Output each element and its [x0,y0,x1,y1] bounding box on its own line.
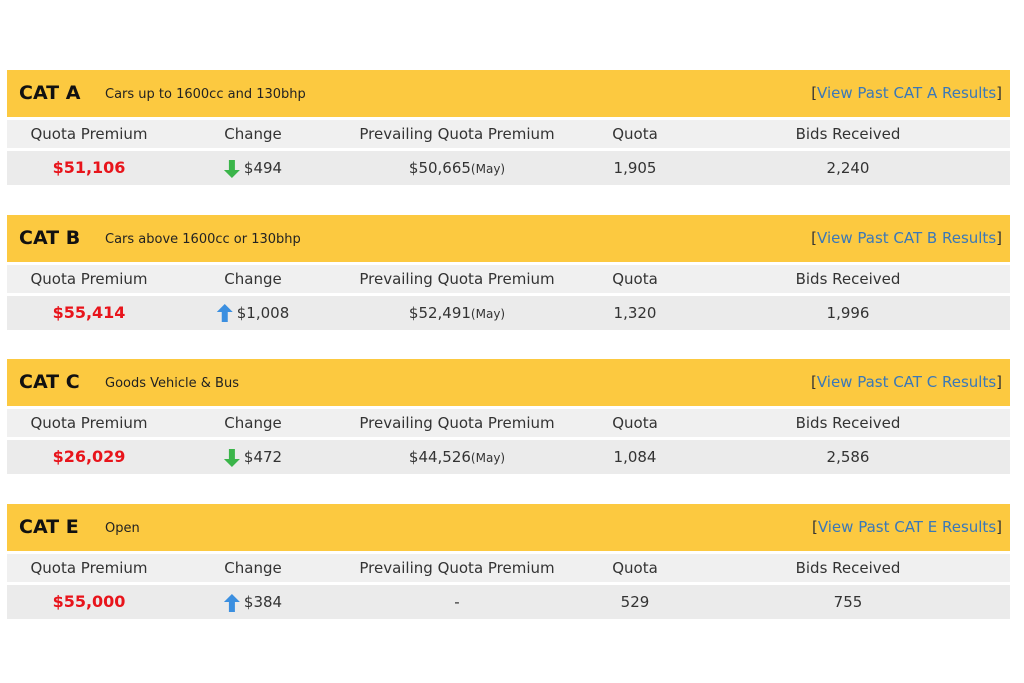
category-name: CAT C [19,371,80,394]
column-header: Bids Received [795,414,901,433]
change-value: $384 [243,593,283,612]
results-link[interactable]: View Past CAT C Results [816,373,997,392]
column-header: Prevailing Quota Premium [359,269,555,288]
category-description: Cars above 1600cc or 130bhp [105,231,301,247]
category-description: Goods Vehicle & Bus [105,376,239,392]
data-row: $51,106 $494 $50,665(May) 1,905 2,240 [7,151,1010,185]
column-header: Prevailing Quota Premium [359,559,555,578]
data-row: $55,414 $1,008 $52,491(May) 1,320 1,996 [7,295,1010,331]
quota-premium: $55,000 [52,592,126,612]
data-row: $26,029 $472 $44,526(May) 1,084 2,586 [7,440,1010,475]
change-value: $472 [243,448,283,467]
column-header: Quota Premium [30,414,148,433]
results-link[interactable]: View Past CAT A Results [817,84,997,102]
column-header-row: Quota Premium Change Prevailing Quota Prem… [7,409,1010,438]
bids-received: 2,586 [826,448,870,467]
prevailing-value: $52,491 [408,303,471,322]
category-description: Cars up to 1600cc and 130bhp [105,87,306,102]
panel-header: CAT E Open [View Past CAT E Results] [7,504,1010,552]
category-panel: CAT C Goods Vehicle & Bus [View Past CAT C… [7,359,1010,475]
data-row: $55,000 $384 - 529 755 [7,585,1010,620]
change-cell: $494 [223,151,283,185]
bids-received: 1,996 [826,303,870,322]
bids-received: 2,240 [826,159,870,177]
prevailing-month: (May) [470,451,506,466]
quota: 1,084 [613,448,657,467]
column-header: Change [224,559,282,578]
prevailing-value: $44,526 [408,448,471,467]
column-header-row: Quota Premium Change Prevailing Quota Prem… [7,554,1010,583]
column-header: Bids Received [795,559,901,578]
column-header: Change [224,125,282,143]
change-cell: $384 [223,585,283,619]
arrow-down [223,448,240,467]
quota-premium: $55,414 [52,302,126,322]
category-name: CAT A [19,82,81,104]
prevailing-month: (May) [470,306,506,321]
arrow-up [223,593,240,612]
prevailing-cell: $44,526(May) [409,440,505,475]
category-description: Open [105,521,140,537]
bracket: [ [811,518,818,537]
results-link[interactable]: View Past CAT E Results [817,518,997,537]
prevailing-value: $50,665 [408,159,471,177]
prevailing-cell: $50,665(May) [409,151,505,186]
category-name: CAT B [19,226,81,249]
bracket: [ [811,228,818,247]
quota: 1,320 [613,303,657,322]
bracket: [ [811,84,818,102]
quota: 529 [620,593,650,612]
column-header: Change [224,414,282,433]
column-header: Prevailing Quota Premium [359,414,555,433]
panel-header: CAT A Cars up to 1600cc and 130bhp [View P… [7,70,1010,117]
quota: 1,905 [613,159,657,177]
category-panel: CAT B Cars above 1600cc or 130bhp [View Pa… [7,214,1010,331]
column-header-row: Quota Premium Change Prevailing Quota Prem… [7,264,1010,293]
change-cell: $472 [223,440,283,474]
column-header: Quota [612,125,658,143]
bids-received: 755 [833,593,863,612]
prevailing-cell: - [454,585,459,619]
category-panel: CAT E Open [View Past CAT E Results] Quota … [7,504,1010,620]
quota-premium: $51,106 [52,158,126,177]
category-panel: CAT A Cars up to 1600cc and 130bhp [View P… [7,70,1010,185]
results-link-wrap: [View Past CAT B Results] [811,229,1002,247]
prevailing-value: - [454,593,460,612]
column-header: Bids Received [795,269,901,288]
prevailing-month: (May) [470,162,506,176]
column-header: Quota [612,414,658,433]
column-header: Quota [612,559,658,578]
panel-header: CAT C Goods Vehicle & Bus [View Past CAT C… [7,359,1010,407]
column-header: Quota [612,269,658,288]
column-header: Prevailing Quota Premium [359,125,555,143]
bracket: ] [996,228,1002,247]
quota-premium: $26,029 [52,447,126,467]
results-link-wrap: [View Past CAT A Results] [811,84,1002,102]
column-header: Change [224,269,282,288]
change-value: $1,008 [236,303,290,322]
bracket: ] [996,84,1002,102]
column-header: Quota Premium [30,125,148,143]
category-name: CAT E [19,516,79,539]
bracket: [ [810,373,817,392]
change-cell: $1,008 [216,296,290,330]
arrow-up [216,304,233,323]
arrow-down [223,159,240,178]
panel-header: CAT B Cars above 1600cc or 130bhp [View Pa… [7,214,1010,262]
bracket: ] [996,518,1002,537]
prevailing-cell: $52,491(May) [409,296,505,331]
column-header: Quota Premium [30,559,148,578]
change-value: $494 [243,159,283,177]
bracket: ] [996,373,1002,392]
column-header-row: Quota Premium Change Prevailing Quota Prem… [7,120,1010,148]
results-link-wrap: [View Past CAT E Results] [812,518,1002,536]
column-header: Quota Premium [30,269,148,288]
results-link-wrap: [View Past CAT C Results] [811,373,1002,391]
results-link[interactable]: View Past CAT B Results [817,228,997,247]
column-header: Bids Received [795,125,901,143]
